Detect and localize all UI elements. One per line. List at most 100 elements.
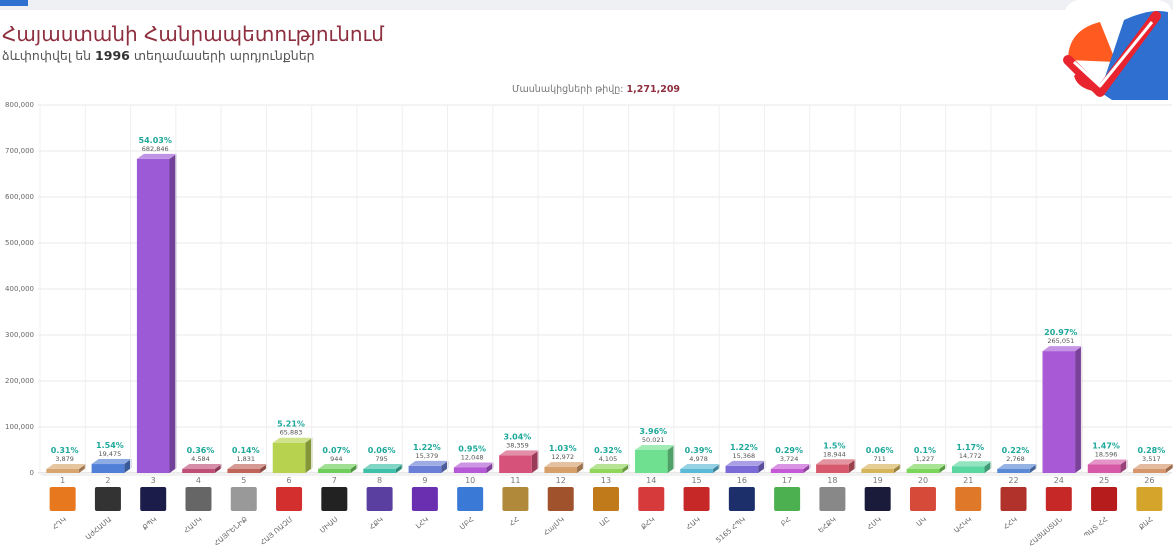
bar — [816, 464, 849, 473]
party-name-label: ՀԱՅ ՌԱԶՄ — [259, 515, 295, 547]
party-name-label: ԱՀԿԿ — [953, 515, 974, 534]
bar-number-label: 4 — [196, 476, 201, 485]
bar-group-7: 0.07%944 7 ՄԻԱՍ — [318, 446, 358, 535]
party-logo-icon — [94, 487, 121, 511]
bar-percent-label: 1.54% — [96, 441, 124, 450]
bar-group-26: 0.28%3,517 26 ՔԱՀ — [1133, 446, 1173, 532]
party-name-label: ՔՊԿ — [141, 515, 158, 531]
party-logo-icon — [819, 487, 846, 511]
party-logo-icon — [366, 487, 393, 511]
party-name-label: ՀՄԿ — [866, 515, 883, 531]
bar-number-label: 26 — [1144, 476, 1154, 485]
bar-side — [1075, 346, 1083, 473]
y-tick-label: 100,000 — [5, 423, 34, 431]
page-title: Հայաստանի Հանրապետությունում — [2, 22, 384, 46]
bar-group-15: 0.39%4,978 15 ՀԱԿ — [680, 446, 720, 531]
bar-group-19: 0.06%711 19 ՀՄԿ — [861, 446, 901, 532]
voters-label: Մասնակիցների թիվը: — [512, 84, 624, 95]
bar-number-label: 8 — [377, 476, 382, 485]
bar-percent-label: 0.36% — [187, 446, 215, 455]
party-logo-icon — [140, 487, 167, 511]
bar-percent-label: 0.29% — [775, 446, 803, 455]
bar-value-label: 2,768 — [1006, 455, 1025, 463]
bar-group-3: 54.03%682,846 3 ՔՊԿ — [136, 136, 177, 532]
party-name-label: ԲՀ — [779, 515, 792, 528]
bar-group-8: 0.06%795 8 ՀՔԿ — [363, 446, 403, 531]
party-logo-icon — [774, 487, 801, 511]
bar — [499, 455, 532, 473]
bar-number-label: 5 — [241, 476, 246, 485]
bar-value-label: 14,772 — [959, 452, 982, 460]
party-name-label: ՀԱՅՐԵՆԻՔ — [213, 515, 249, 547]
bar-top — [91, 459, 132, 465]
bar-number-label: 22 — [1008, 476, 1018, 485]
party-name-label: ՀԱԿ — [685, 515, 702, 531]
bar — [544, 467, 578, 473]
bar-value-label: 795 — [375, 455, 387, 463]
party-logo-icon — [321, 487, 348, 511]
bar-group-14: 3.96%50,021 14 ՔՀԿ — [634, 427, 675, 531]
bar — [46, 469, 79, 473]
bar-number-label: 24 — [1054, 476, 1064, 485]
bar-value-label: 12,048 — [461, 453, 484, 461]
bar-top — [272, 437, 313, 443]
party-name-label: ՄԲՀ — [458, 515, 475, 531]
bar-side — [486, 462, 494, 473]
bar — [770, 469, 804, 473]
party-logo-icon — [49, 487, 76, 511]
bar — [1133, 469, 1166, 473]
bar-group-22: 0.22%2,768 22 ՀՀԿ — [997, 446, 1037, 531]
bar — [680, 469, 713, 473]
bar-percent-label: 0.1% — [914, 446, 936, 455]
party-logo-icon — [683, 487, 710, 511]
bar — [951, 466, 985, 473]
bar-percent-label: 0.06% — [368, 446, 396, 455]
bar-number-label: 2 — [105, 476, 110, 485]
bar-group-16: 1.22%15,368 16 5165 ՀՊԿ — [715, 443, 766, 545]
bar — [906, 469, 940, 473]
bar-number-label: 7 — [332, 476, 337, 485]
bar-group-25: 1.47%18,596 25 ՊԱՏ ՀՀ — [1083, 441, 1128, 540]
bar-side — [803, 464, 811, 473]
party-logo-icon — [457, 487, 484, 511]
party-name-label: ՀԱՅԱՍՏԱՆ — [1027, 515, 1064, 548]
bar-top — [770, 464, 811, 469]
bar-percent-label: 0.95% — [458, 444, 486, 453]
bar — [408, 465, 442, 473]
bar-number-label: 3 — [151, 476, 156, 485]
bar — [227, 469, 261, 473]
bar-top — [951, 461, 992, 467]
bar-top — [136, 153, 177, 159]
bar-side — [758, 460, 766, 473]
party-name-label: ՔՀԿ — [640, 515, 657, 531]
bar-side — [667, 444, 675, 473]
bar-top — [997, 464, 1037, 469]
bar-side — [350, 464, 358, 473]
party-logo-icon — [411, 487, 438, 511]
bar-top — [634, 444, 675, 450]
bar-percent-label: 0.31% — [51, 446, 79, 455]
bar-side — [214, 464, 222, 473]
bar-side — [395, 464, 403, 473]
bar-value-label: 12,972 — [551, 453, 574, 461]
bar-top — [182, 464, 222, 469]
bar-number-label: 14 — [646, 476, 656, 485]
bar-number-label: 10 — [465, 476, 475, 485]
bar-top — [816, 459, 856, 465]
y-tick-label: 200,000 — [5, 377, 34, 385]
bar-top — [589, 464, 630, 469]
bar-group-1: 0.31%3,879 1 ՀԴԿ — [46, 446, 86, 531]
bar — [1042, 351, 1076, 473]
bar-group-18: 1.5%18,944 18 ԵՀՔԿ — [816, 441, 856, 535]
bar-percent-label: 1.47% — [1092, 441, 1120, 450]
party-name-label: ՀՀ — [508, 515, 521, 528]
bar-value-label: 3,724 — [780, 455, 799, 463]
bar-percent-label: 54.03% — [139, 136, 172, 145]
bar-number-label: 9 — [422, 476, 427, 485]
bar-percent-label: 20.97% — [1044, 328, 1077, 337]
bar-number-label: 18 — [827, 476, 837, 485]
bar-percent-label: 0.07% — [322, 446, 350, 455]
party-name-label: ԱԸ — [598, 515, 611, 528]
bar-number-label: 20 — [918, 476, 928, 485]
bar-top — [318, 464, 358, 469]
